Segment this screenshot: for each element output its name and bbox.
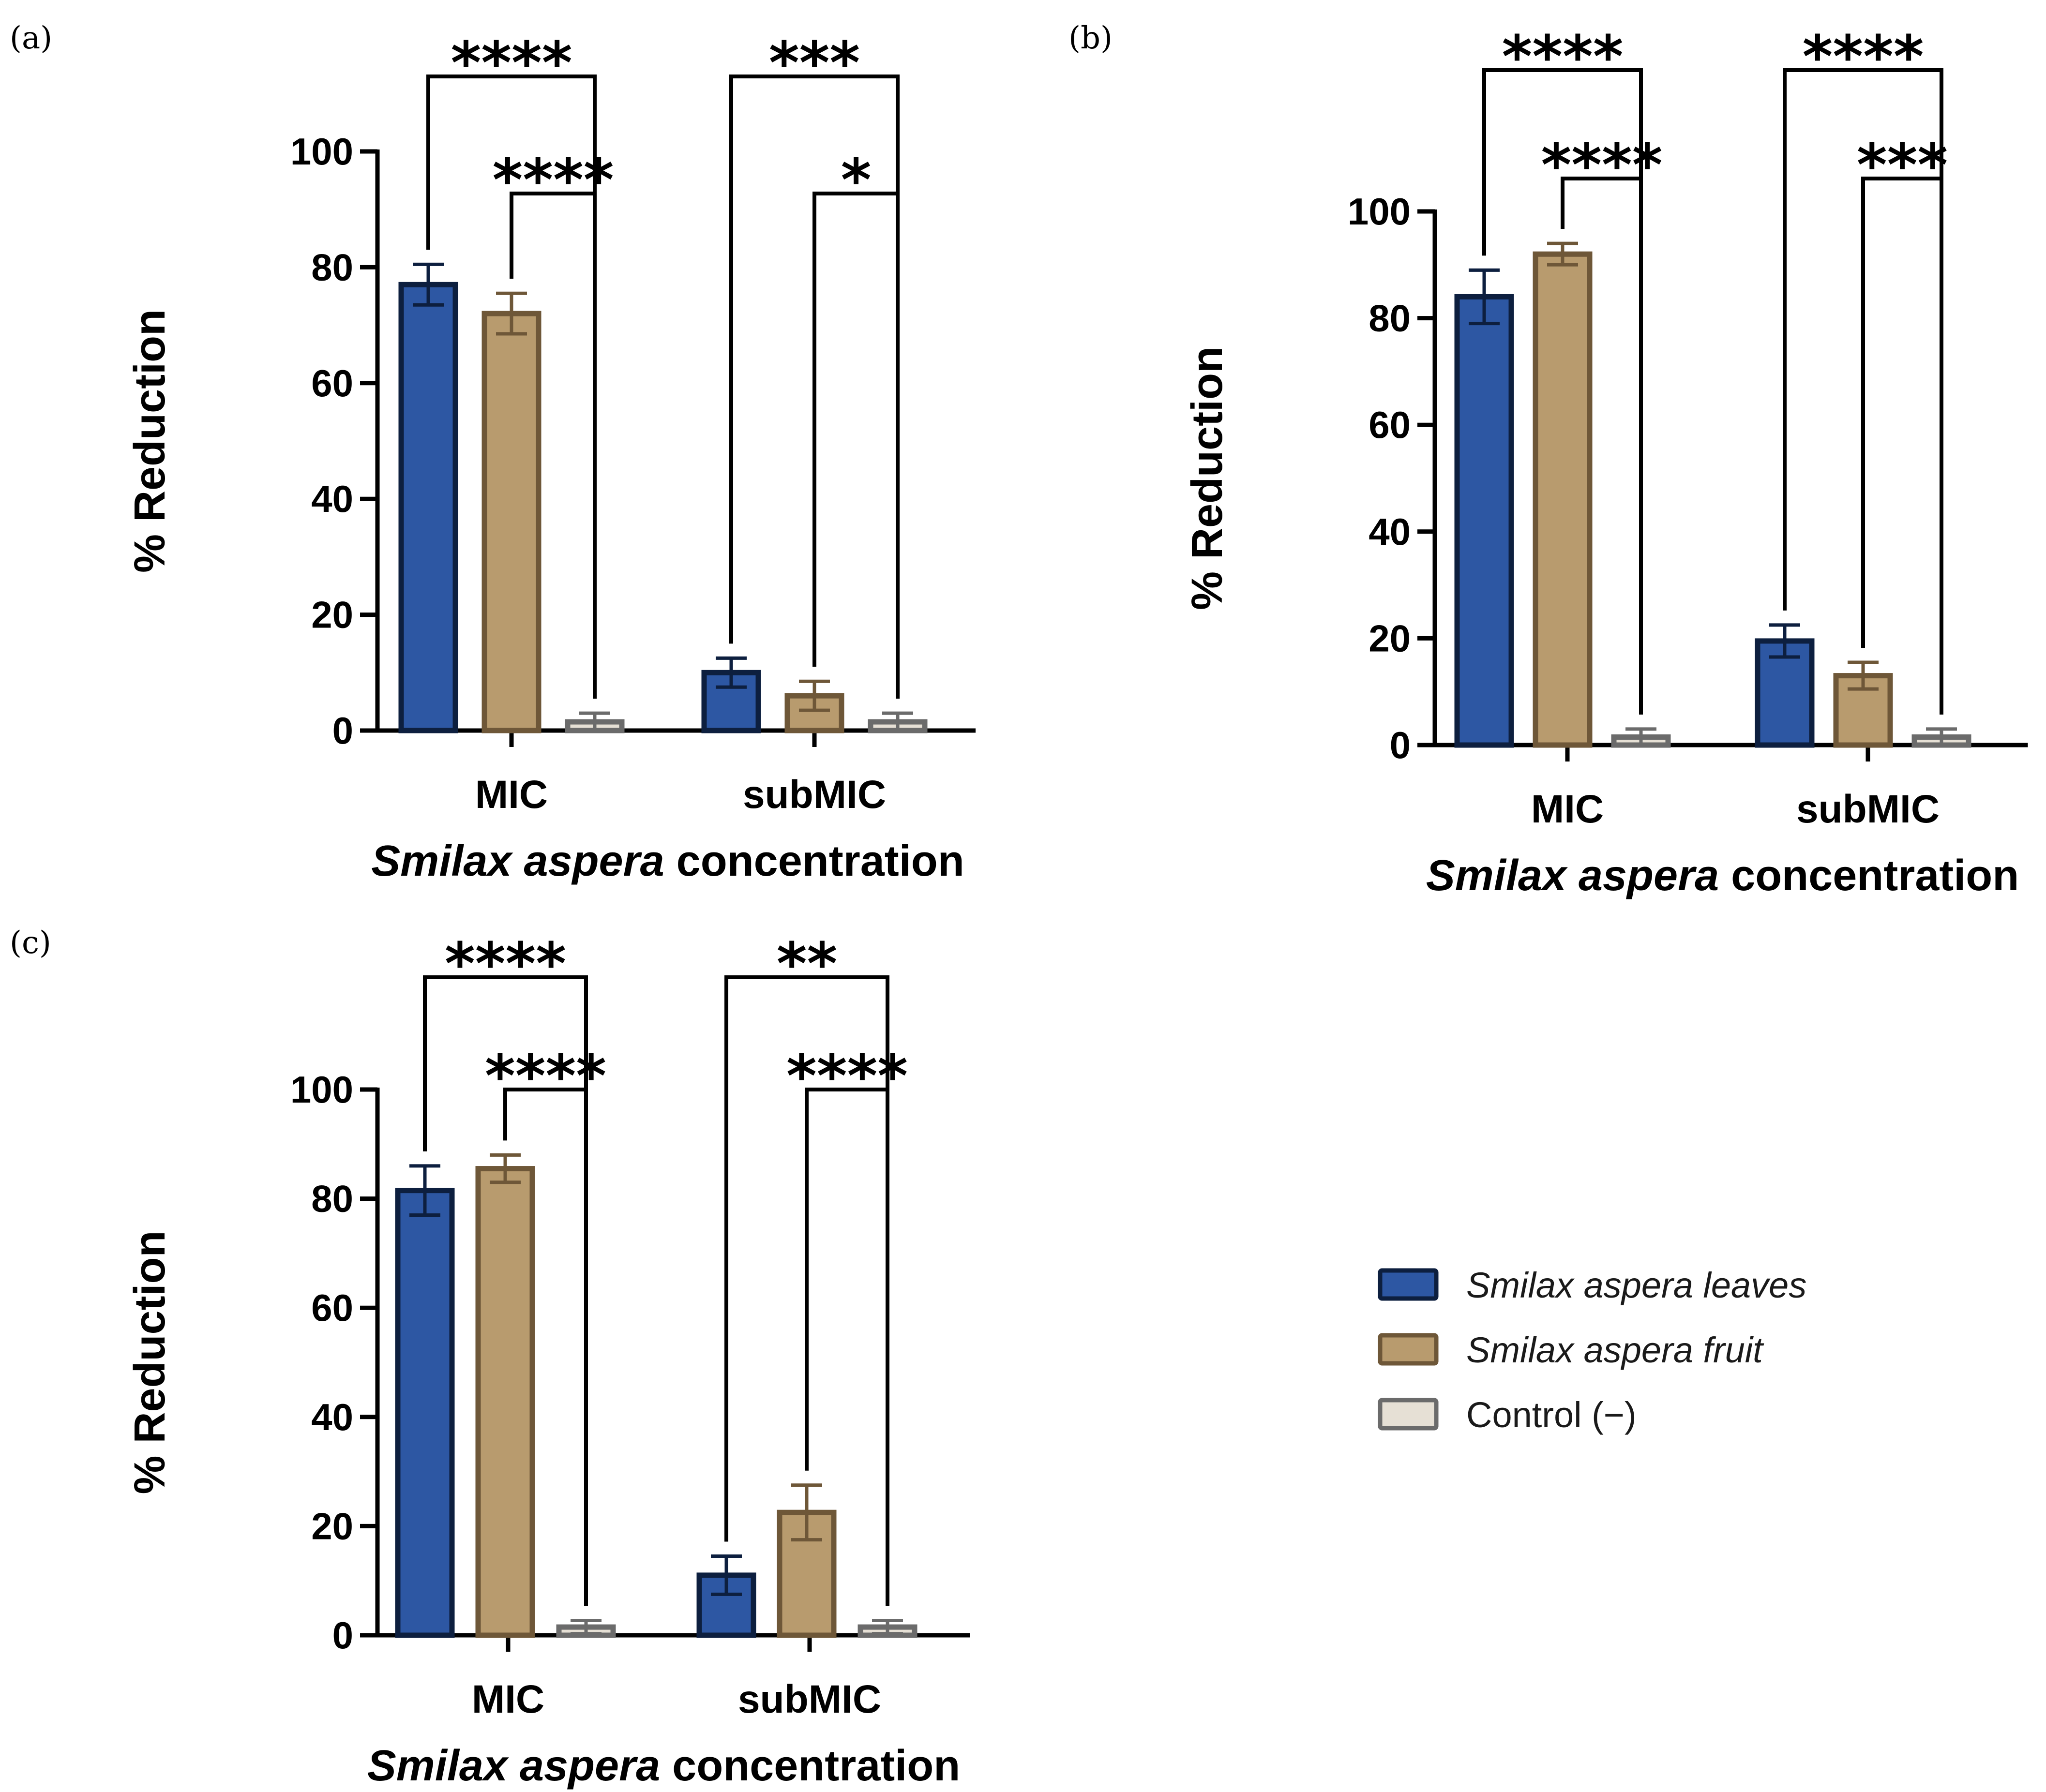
significance-bracket: [812, 192, 900, 699]
legend-label-control: Control (−): [1466, 1395, 1637, 1435]
significance-bracket: [510, 192, 597, 699]
y-tick-label: 100: [1348, 190, 1411, 233]
y-axis-title: % Reduction: [126, 1230, 174, 1494]
x-category-label: subMIC: [743, 773, 886, 817]
y-tick-label: 80: [1369, 297, 1411, 340]
x-category-label: MIC: [1531, 787, 1604, 831]
x-axis-title: Smilax aspera concentration: [367, 1742, 960, 1790]
y-axis-title: % Reduction: [1183, 346, 1232, 610]
legend-swatch-fruit: [1378, 1333, 1439, 1366]
y-axis-title: % Reduction: [126, 309, 174, 573]
bar-fruit-mic: [481, 311, 542, 733]
legend-label-leaves: Smilax aspera leaves: [1466, 1265, 1806, 1305]
panel-label: (c): [10, 925, 51, 961]
significance-stars: ****: [1502, 24, 1623, 91]
x-category-label: MIC: [475, 773, 548, 817]
y-tick-label: 40: [311, 478, 353, 520]
significance-stars: ****: [485, 1043, 606, 1110]
bar-fruit-mic: [1533, 251, 1593, 748]
y-tick-label: 0: [1390, 724, 1411, 766]
panel-label: (a): [10, 20, 52, 56]
significance-stars: *: [841, 147, 872, 214]
y-tick-label: 20: [311, 594, 353, 636]
bar-fruit-mic: [475, 1166, 535, 1638]
legend: Smilax aspera leaves Smilax aspera fruit…: [1378, 1265, 1806, 1435]
panel-label: (b): [1068, 20, 1113, 56]
significance-stars: ****: [451, 30, 572, 97]
significance-stars: ***: [769, 30, 860, 97]
significance-stars: ***: [1857, 132, 1948, 199]
significance-bracket: [805, 1088, 889, 1606]
y-tick-label: 60: [311, 1286, 353, 1329]
x-axis-title: Smilax aspera concentration: [1426, 851, 2019, 900]
bar-leaves-mic: [395, 1188, 455, 1638]
chart-panel-c: (c) 0 20 40 60 80 100 % Reduction MIC **** **** sub…: [10, 925, 970, 1790]
significance-bracket: [503, 1088, 588, 1606]
x-category-label: subMIC: [738, 1677, 881, 1721]
bar-leaves-mic: [1454, 294, 1514, 748]
significance-stars: **: [777, 931, 838, 998]
y-tick-label: 60: [311, 362, 353, 404]
chart-panel-b: (b) 0 20 40 60 80 100 % Reduction MIC **** **** sub…: [1068, 20, 2028, 900]
y-tick-label: 80: [311, 246, 353, 288]
y-tick-label: 80: [311, 1178, 353, 1220]
y-tick-label: 20: [311, 1505, 353, 1547]
significance-stars: ****: [445, 931, 566, 998]
y-tick-label: 100: [290, 130, 353, 173]
y-tick-label: 0: [332, 1614, 353, 1657]
y-tick-label: 0: [332, 709, 353, 752]
x-category-label: MIC: [472, 1677, 544, 1721]
legend-swatch-leaves: [1378, 1268, 1439, 1301]
y-tick-label: 60: [1369, 403, 1411, 446]
legend-label-fruit: Smilax aspera fruit: [1466, 1330, 1764, 1370]
y-tick-label: 20: [1369, 617, 1411, 659]
y-tick-label: 100: [290, 1068, 353, 1111]
significance-stars: ****: [492, 147, 614, 214]
significance-stars: ****: [1802, 24, 1924, 91]
y-tick-label: 40: [311, 1396, 353, 1438]
significance-stars: ****: [1541, 132, 1662, 199]
significance-bracket: [1861, 177, 1943, 715]
significance-stars: ****: [786, 1043, 908, 1110]
legend-swatch-control: [1378, 1398, 1439, 1431]
y-tick-label: 40: [1369, 510, 1411, 553]
significance-bracket: [1561, 177, 1643, 715]
bar-leaves-mic: [398, 282, 458, 733]
x-category-label: subMIC: [1796, 787, 1940, 831]
x-axis-title: Smilax aspera concentration: [371, 837, 964, 885]
